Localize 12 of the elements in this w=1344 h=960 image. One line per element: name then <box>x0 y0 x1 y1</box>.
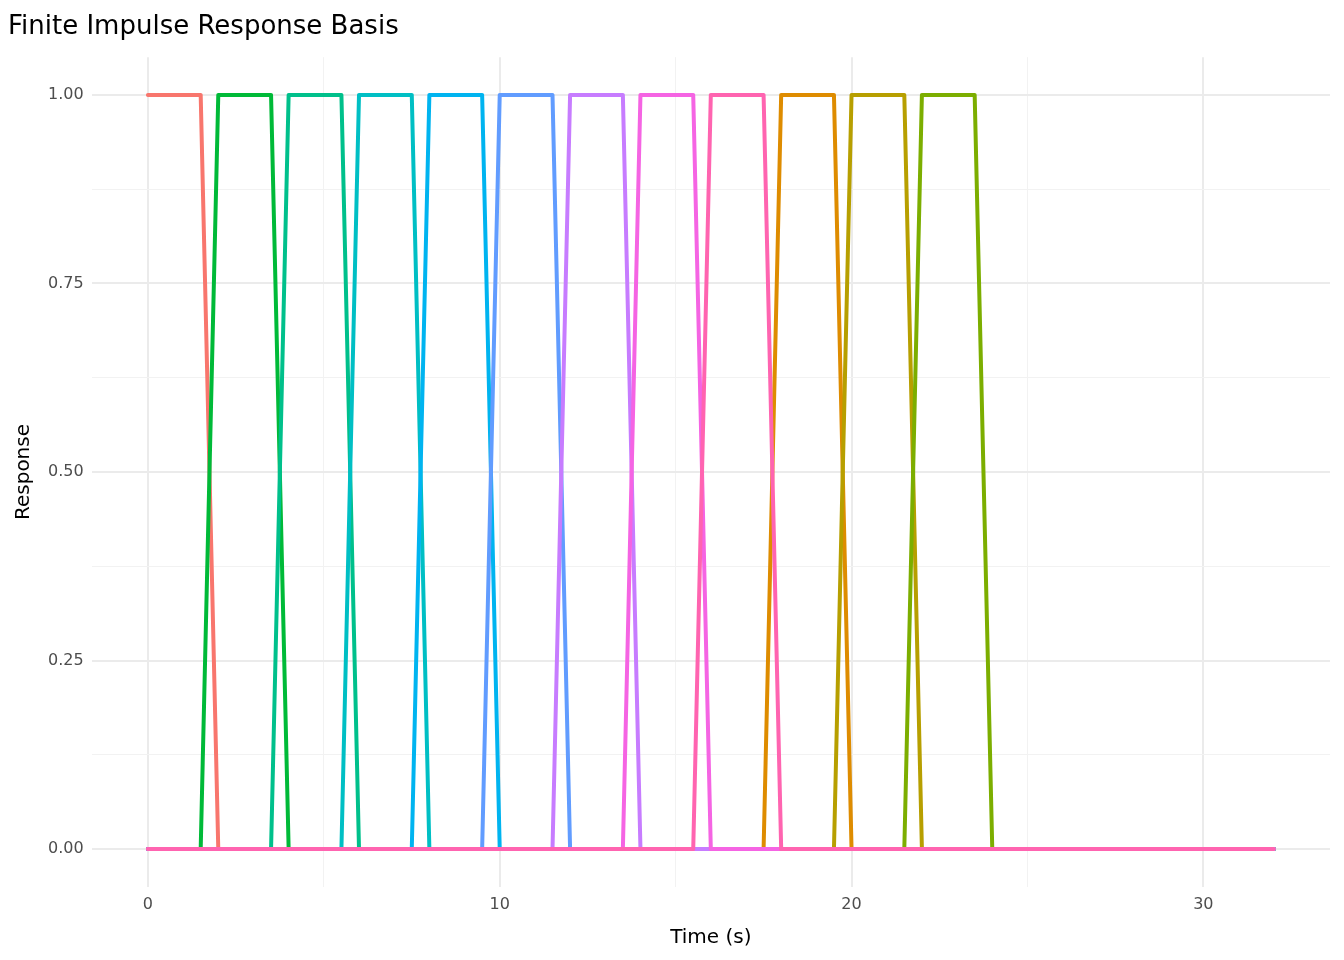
y-tick-label: 0.25 <box>48 649 84 669</box>
x-tick-label: 20 <box>841 893 862 913</box>
y-tick-label: 1.00 <box>48 84 84 104</box>
x-tick-label: 0 <box>142 893 154 913</box>
y-tick-label: 0.50 <box>48 461 84 481</box>
chart-title: Finite Impulse Response Basis <box>8 10 399 41</box>
text: 0.00 <box>48 838 84 858</box>
x-tick-label: 10 <box>489 893 510 913</box>
y-axis-title: Response <box>10 423 35 521</box>
x-axis-title: Time (s) <box>669 924 752 949</box>
y-tick-label: 0.75 <box>48 272 84 292</box>
x-tick-label: 30 <box>1193 893 1214 913</box>
